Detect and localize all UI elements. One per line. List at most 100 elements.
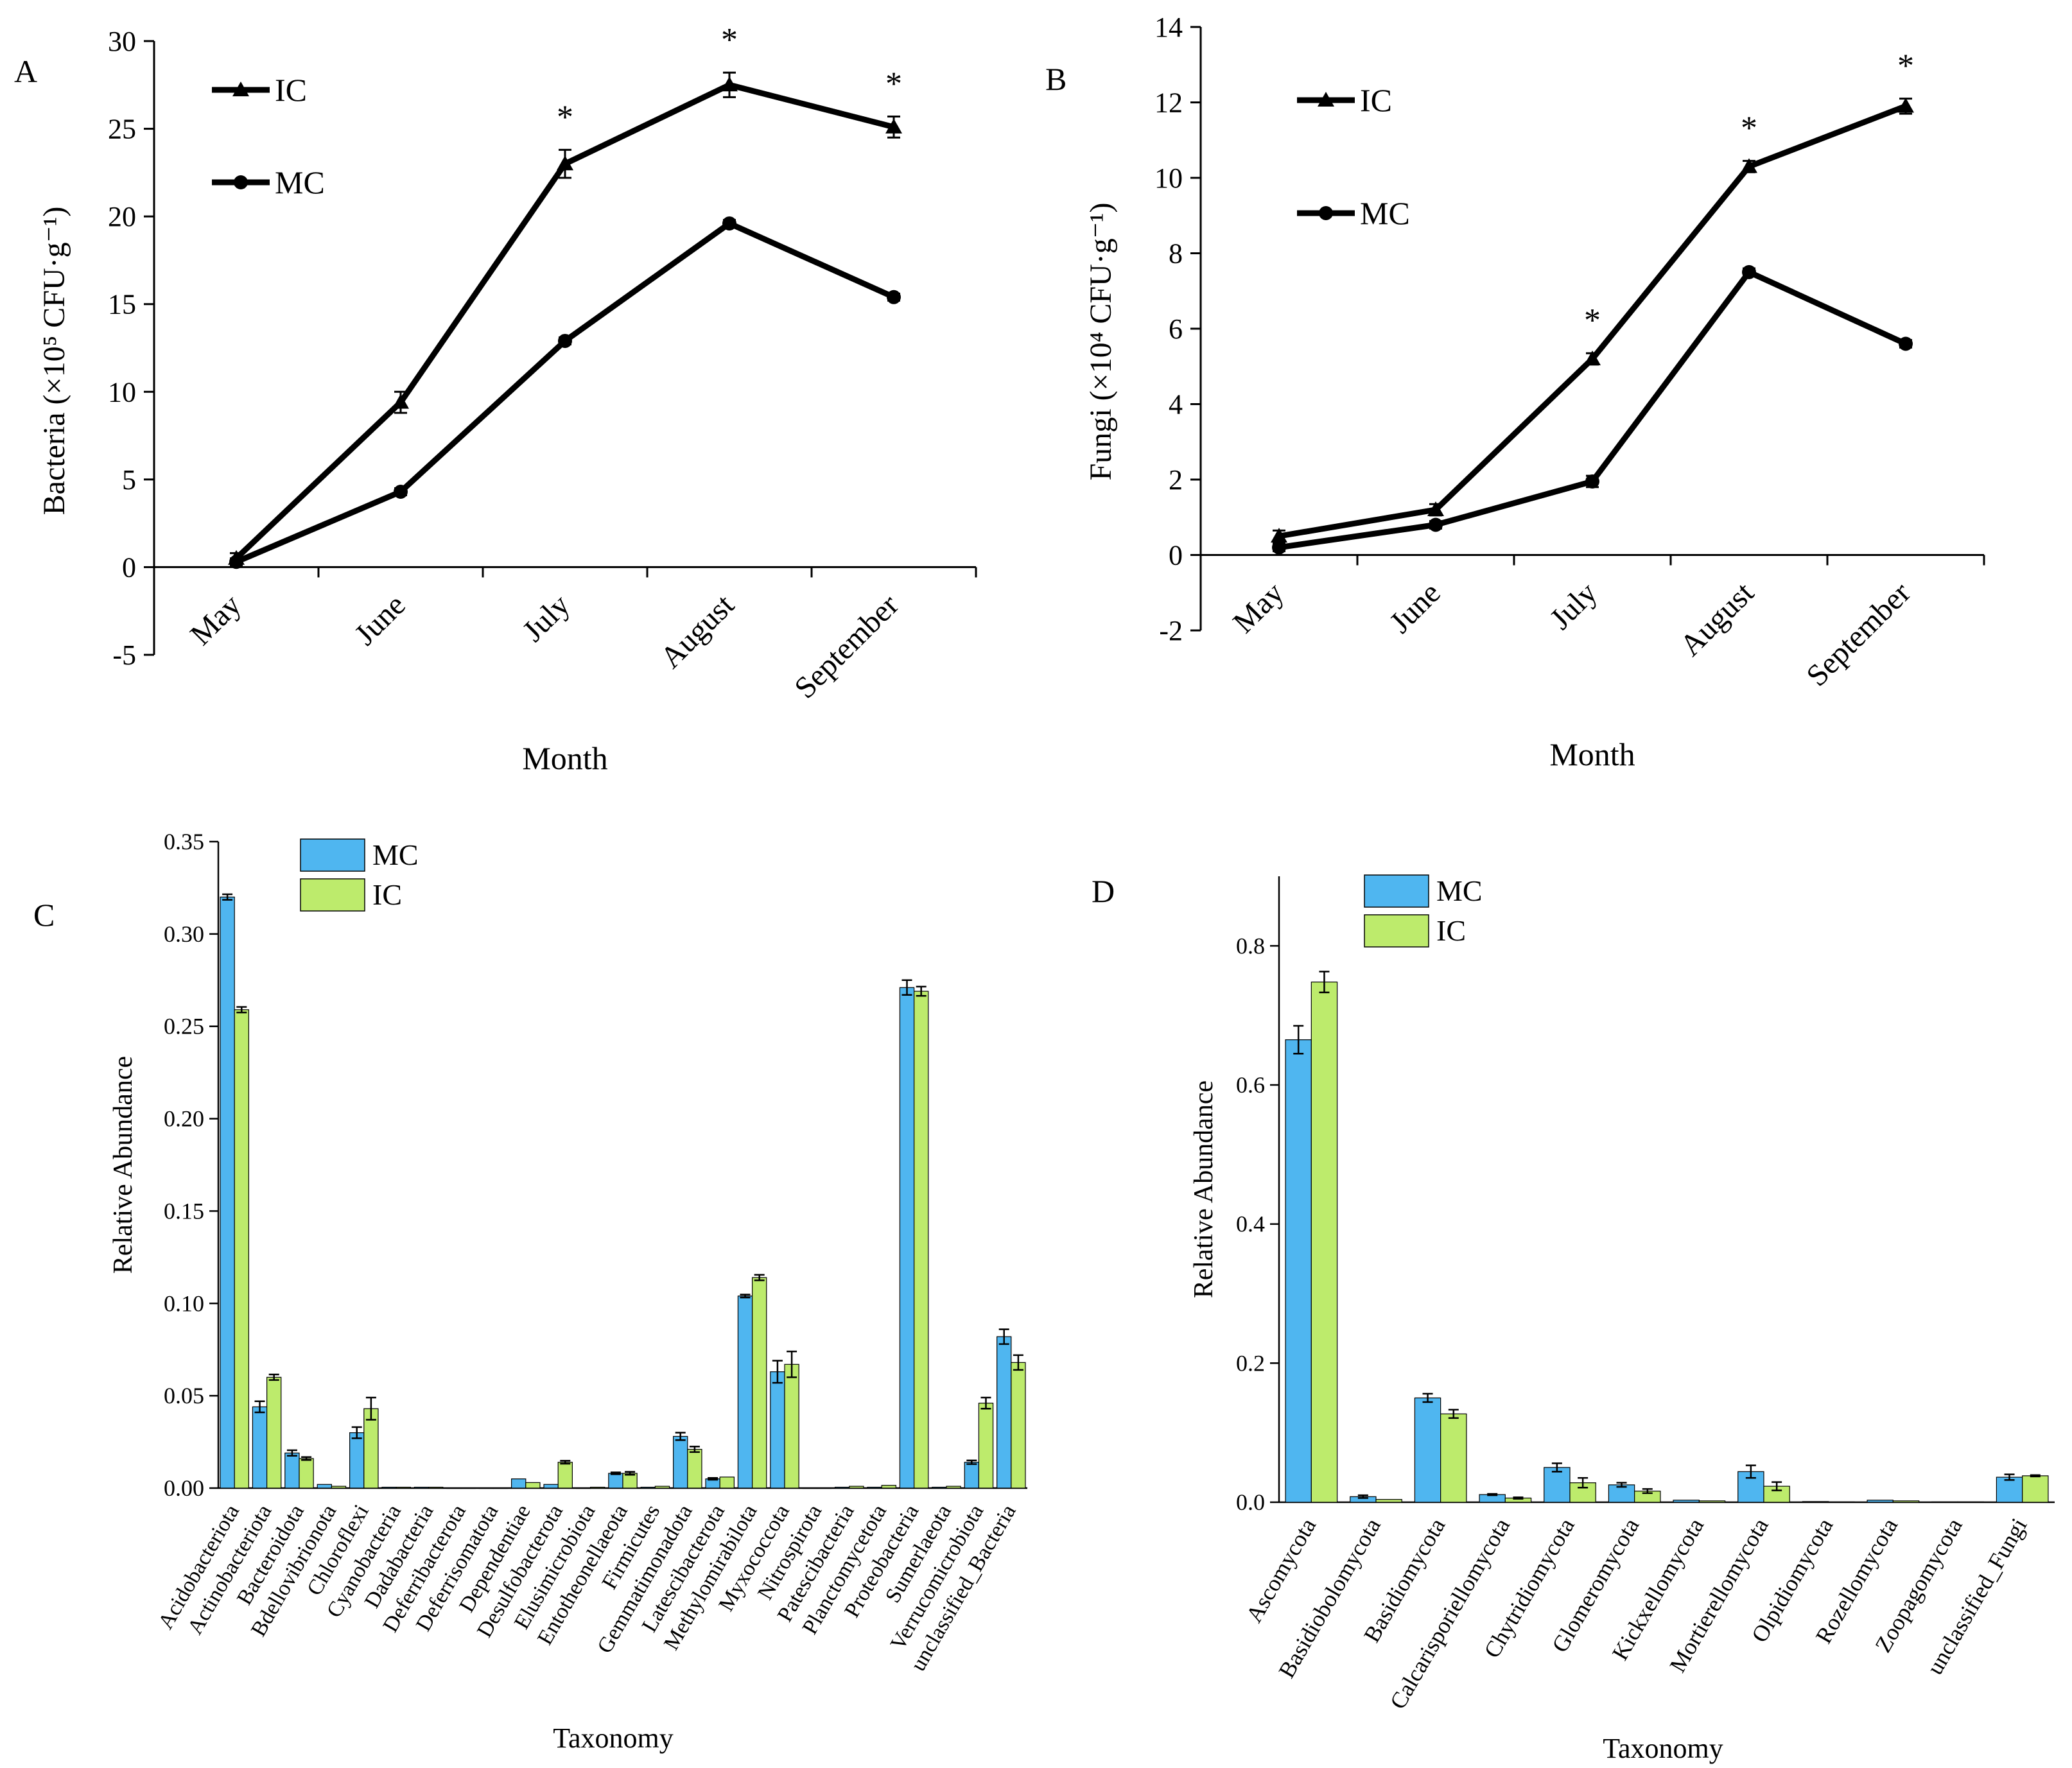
legend-marker-circle	[1319, 206, 1333, 220]
x-axis-title: Month	[522, 740, 607, 776]
y-tick-label: 8	[1169, 238, 1183, 270]
y-tick-label: 0.2	[1236, 1350, 1265, 1376]
y-tick-label: -2	[1159, 615, 1183, 646]
x-tick-label: July	[1544, 576, 1604, 636]
legend-label-mc: MC	[1436, 874, 1483, 907]
bar-ic	[1011, 1362, 1026, 1489]
marker-circle	[1585, 474, 1599, 489]
legend-label-ic: IC	[275, 72, 307, 108]
bar-mc	[1608, 1484, 1635, 1503]
bar-ic	[849, 1486, 864, 1489]
y-tick-label: 30	[108, 26, 136, 57]
panel-b-letter: B	[1045, 61, 1066, 97]
bar-ic	[913, 991, 929, 1489]
bar-ic	[234, 1009, 249, 1489]
y-tick-label: 4	[1169, 389, 1183, 420]
bar-ic	[1440, 1413, 1467, 1503]
bar-mc	[673, 1435, 688, 1489]
y-tick-label: 20	[108, 201, 136, 232]
y-tick-label: 0	[1169, 540, 1183, 571]
y-tick-label: 0.10	[164, 1290, 204, 1316]
panel-a-chart: -5 0 5 10 15 20 25 30 May June July August September…	[37, 22, 977, 776]
marker-circle	[1429, 517, 1443, 532]
bar-mc	[478, 1487, 494, 1489]
x-tick-label: September	[788, 588, 905, 706]
bar-ic	[719, 1477, 735, 1489]
bar-mc	[802, 1487, 817, 1489]
marker-triangle	[1271, 528, 1287, 543]
bar-mc	[835, 1486, 850, 1489]
x-tick-label: May	[1226, 576, 1291, 640]
bar-mc	[964, 1462, 979, 1489]
legend-swatch-ic	[300, 878, 365, 912]
x-tick-label: Calcarisporiellomycota	[1385, 1514, 1515, 1713]
bar-mc	[317, 1484, 332, 1489]
x-tick-label: July	[516, 588, 577, 648]
y-tick-label: 10	[1154, 162, 1183, 194]
x-axis-title: Taxonomy	[553, 1722, 674, 1754]
panel-d-letter: D	[1092, 873, 1115, 909]
y-tick-label: 0.8	[1236, 933, 1265, 958]
bar-mc	[997, 1336, 1012, 1489]
marker-circle	[558, 334, 572, 349]
legend-swatch-mc	[300, 838, 365, 872]
legend-swatch-ic	[1364, 914, 1429, 948]
bar-mc	[770, 1371, 785, 1489]
bar-mc	[867, 1486, 882, 1489]
significance-star: *	[1897, 48, 1914, 85]
bar-mc	[1285, 1039, 1312, 1503]
bar-ic	[816, 1487, 832, 1489]
x-tick-label: June	[1383, 576, 1447, 640]
bar-mc	[1673, 1500, 1700, 1503]
marker-circle	[394, 484, 408, 499]
legend-marker-circle	[234, 175, 248, 189]
marker-triangle	[392, 394, 409, 409]
x-tick-label: August	[654, 587, 741, 675]
bar-mc	[737, 1296, 753, 1489]
bar-ic	[428, 1486, 444, 1489]
y-axis-title: Relative Abundance	[109, 1056, 138, 1274]
bar-ic	[396, 1486, 411, 1489]
bar-ic	[525, 1482, 541, 1489]
y-axis-title: Fungi (×10⁴ CFU·g⁻¹)	[1084, 203, 1118, 481]
bar-mc	[1414, 1397, 1441, 1503]
legend-label-ic: IC	[372, 878, 402, 911]
bar-ic	[492, 1487, 509, 1489]
bar-mc	[608, 1473, 623, 1489]
y-tick-label: -5	[112, 639, 136, 671]
y-tick-label: 0.0	[1236, 1489, 1265, 1515]
bar-mc	[640, 1486, 656, 1489]
bar-mc	[511, 1478, 527, 1489]
marker-triangle	[557, 155, 573, 171]
significance-star: *	[1584, 302, 1601, 339]
bar-mc	[1544, 1467, 1571, 1503]
legend-marker-triangle	[1318, 92, 1334, 107]
panel-d-chart: 0.00.20.40.60.8AscomycotaBasidiobolomyco…	[1189, 874, 2055, 1764]
bar-mc	[252, 1406, 268, 1489]
bar-ic	[2022, 1475, 2049, 1503]
x-axis-title: Taxonomy	[1603, 1733, 1723, 1764]
x-axis-title: Month	[1549, 736, 1635, 772]
bar-ic	[1698, 1500, 1726, 1503]
y-axis-title: Bacteria (×10⁵ CFU·g⁻¹)	[37, 207, 71, 516]
bar-mc	[220, 896, 235, 1489]
significance-star: *	[885, 65, 902, 102]
bar-ic	[1892, 1500, 1920, 1503]
bar-ic	[751, 1277, 767, 1489]
bar-mc	[1996, 1477, 2023, 1503]
bar-mc	[899, 987, 915, 1489]
y-tick-label: 14	[1154, 12, 1183, 43]
bar-ic	[363, 1408, 379, 1489]
y-tick-label: 0	[122, 551, 136, 583]
marker-circle	[1742, 264, 1756, 279]
x-tick-label: August	[1673, 575, 1761, 663]
legend-label-mc: MC	[1360, 195, 1410, 231]
y-tick-label: 6	[1169, 313, 1183, 345]
legend-label-mc: MC	[372, 838, 419, 871]
y-tick-label: 0.00	[164, 1475, 204, 1501]
bar-ic	[881, 1485, 896, 1489]
y-tick-label: 2	[1169, 464, 1183, 496]
marker-circle	[229, 555, 243, 569]
bar-mc	[446, 1487, 462, 1489]
y-tick-label: 0.35	[164, 829, 204, 854]
